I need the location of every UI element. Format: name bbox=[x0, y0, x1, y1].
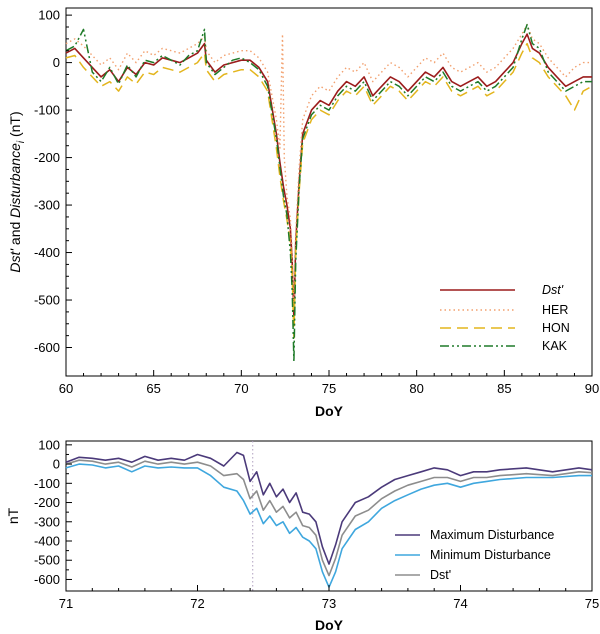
bottom-y-tick-label: 0 bbox=[53, 457, 60, 472]
bottom-x-tick-label: 72 bbox=[190, 596, 204, 611]
top-series-line-3 bbox=[65, 23, 592, 363]
bottom-legend-label-dst: Dst' bbox=[430, 568, 451, 582]
bottom-x-tick-label: 71 bbox=[59, 596, 73, 611]
bottom-x-tick-label: 75 bbox=[585, 596, 599, 611]
bottom-series-line-1 bbox=[65, 463, 592, 588]
bottom-legend: Maximum Disturbance Minimum Disturbance … bbox=[395, 528, 554, 582]
bottom-y-tick-label: -200 bbox=[34, 495, 60, 510]
top-y-tick-label: -100 bbox=[34, 103, 60, 118]
top-x-tick-label: 75 bbox=[322, 381, 336, 396]
bottom-y-tick-label: -400 bbox=[34, 534, 60, 549]
top-x-tick-label: 85 bbox=[497, 381, 511, 396]
bottom-y-tick-label: -600 bbox=[34, 572, 60, 587]
bottom-x-axis-title: DoY bbox=[315, 617, 344, 633]
bottom-y-tick-label: 100 bbox=[38, 437, 60, 452]
bottom-panel: 71 72 73 74 75 1000-100-200-300-400-500-600 … bbox=[5, 437, 599, 633]
top-panel: 60 65 70 75 80 85 90 100 0 -100 -200 -300 -400 -500 -… bbox=[7, 7, 599, 419]
bottom-y-ticks: 100 0 -100 -200 -300 -400 -500 -600 bbox=[34, 437, 72, 587]
top-x-ticks: 60 65 70 75 80 85 90 bbox=[59, 370, 599, 396]
bottom-x-tick-label: 73 bbox=[322, 596, 336, 611]
bottom-legend-label-max: Maximum Disturbance bbox=[430, 528, 554, 542]
bottom-x-ticks: 71 72 73 74 75 bbox=[59, 585, 599, 611]
top-y-tick-label: -400 bbox=[34, 245, 60, 260]
bottom-series-group bbox=[65, 451, 593, 588]
top-series-line-0 bbox=[65, 33, 592, 320]
top-x-tick-label: 80 bbox=[409, 381, 423, 396]
top-y-axis-title: Dst' and Disturbancei (nT) bbox=[7, 111, 27, 272]
top-x-tick-label: 60 bbox=[59, 381, 73, 396]
top-y-tick-label: -300 bbox=[34, 198, 60, 213]
bottom-y-axis-title: nT bbox=[5, 507, 21, 524]
bottom-y-tick-label: -500 bbox=[34, 553, 60, 568]
top-x-axis-title: DoY bbox=[315, 403, 344, 419]
top-series-line-1 bbox=[65, 23, 592, 311]
top-y-tick-label: 100 bbox=[38, 8, 60, 23]
top-series-line-2 bbox=[65, 42, 593, 339]
top-x-tick-label: 70 bbox=[234, 381, 248, 396]
top-y-tick-label: -200 bbox=[34, 150, 60, 165]
top-legend-label-dst: Dst' bbox=[542, 283, 564, 297]
top-y-tick-label: -500 bbox=[34, 293, 60, 308]
bottom-y-tick-label: -100 bbox=[34, 476, 60, 491]
bottom-series-line-0 bbox=[65, 451, 593, 565]
top-legend: Dst' HER HON KAK bbox=[440, 283, 570, 353]
bottom-legend-label-min: Minimum Disturbance bbox=[430, 548, 551, 562]
top-series-group bbox=[65, 23, 593, 363]
bottom-plot-frame bbox=[65, 440, 593, 592]
top-y-tick-label: 0 bbox=[53, 55, 60, 70]
top-x-tick-label: 65 bbox=[146, 381, 160, 396]
bottom-y-tick-label: -300 bbox=[34, 514, 60, 529]
top-y-ticks: 100 0 -100 -200 -300 -400 -500 -600 bbox=[34, 8, 72, 355]
top-y-tick-label: -600 bbox=[34, 340, 60, 355]
bottom-x-tick-label: 74 bbox=[453, 596, 467, 611]
top-legend-label-kak: KAK bbox=[542, 339, 568, 353]
top-legend-label-hon: HON bbox=[542, 321, 570, 335]
bottom-series-line-2 bbox=[65, 459, 593, 577]
top-x-tick-label: 90 bbox=[585, 381, 599, 396]
top-legend-label-her: HER bbox=[542, 303, 568, 317]
